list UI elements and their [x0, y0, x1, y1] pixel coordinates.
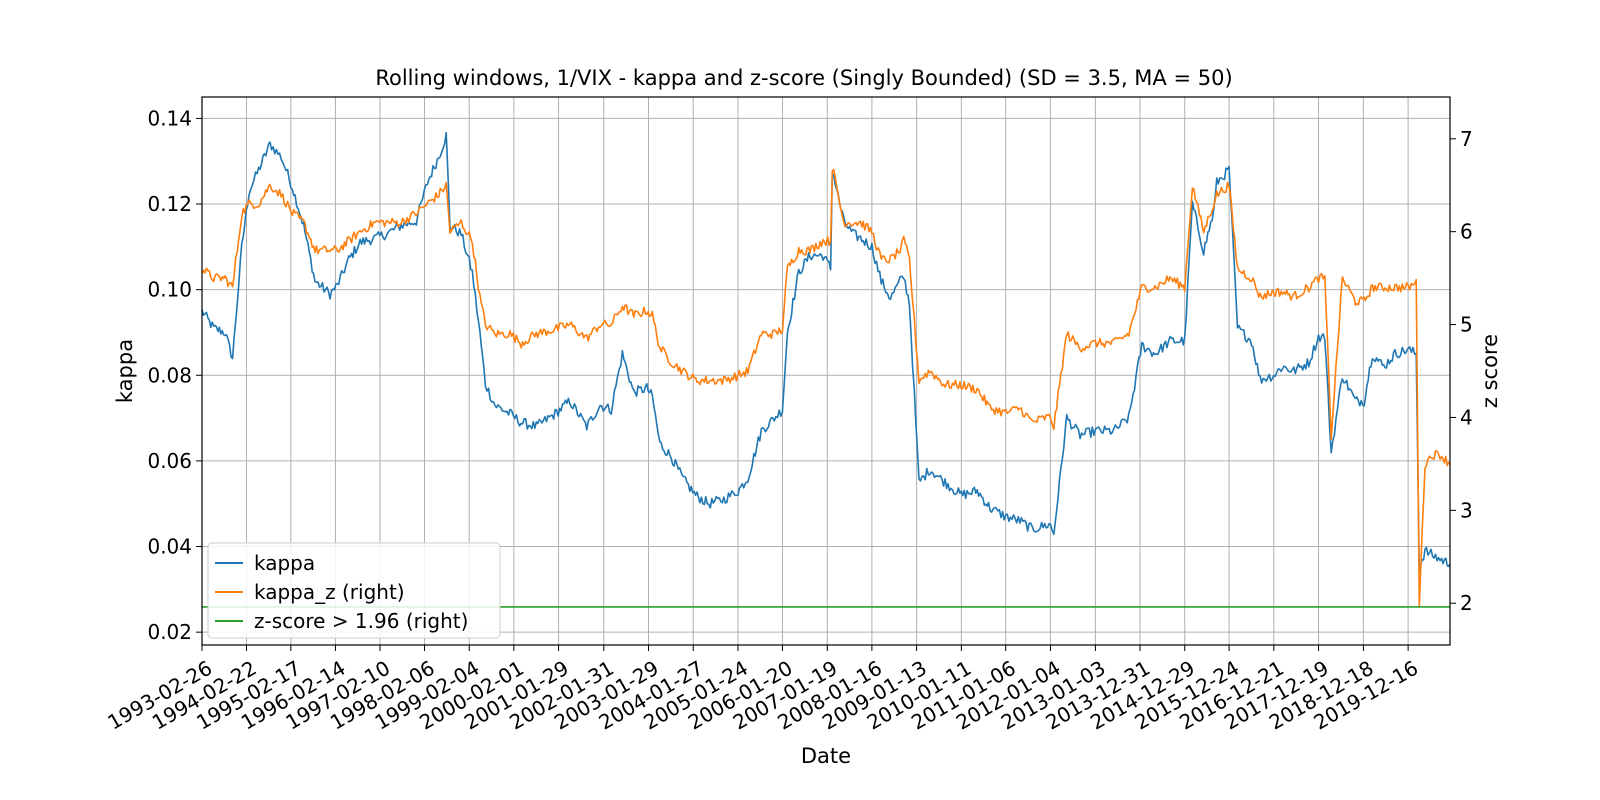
y-axis-left-title: kappa: [113, 339, 137, 403]
y-left-tick-label: 0.02: [147, 620, 192, 644]
y-left-tick-label: 0.10: [147, 278, 192, 302]
y-left-tick-label: 0.12: [147, 192, 192, 216]
y-left-tick-label: 0.14: [147, 106, 192, 130]
y-right-tick-label: 6: [1460, 220, 1473, 244]
y-right-tick-label: 2: [1460, 591, 1473, 615]
y-left-tick-label: 0.04: [147, 535, 192, 559]
y-right-tick-label: 4: [1460, 405, 1473, 429]
y-left-tick-label: 0.06: [147, 449, 192, 473]
legend-label: z-score > 1.96 (right): [254, 609, 468, 633]
legend-label: kappa_z (right): [254, 580, 405, 604]
y-axis-left: 0.02 0.04 0.06 0.08 0.10 0.12 0.14: [147, 106, 202, 644]
chart-title: Rolling windows, 1/VIX - kappa and z-sco…: [375, 66, 1232, 90]
x-axis-title: Date: [801, 744, 851, 768]
y-right-tick-label: 7: [1460, 127, 1473, 151]
legend-label: kappa: [254, 551, 315, 575]
legend: kappa kappa_z (right) z-score > 1.96 (righ…: [207, 542, 501, 639]
y-left-tick-label: 0.08: [147, 363, 192, 387]
x-axis: 1993-02-261994-02-221995-02-171996-02-14…: [103, 645, 1422, 735]
y-right-tick-label: 3: [1460, 498, 1473, 522]
y-right-tick-label: 5: [1460, 313, 1473, 337]
legend-box: [207, 542, 501, 639]
y-axis-right-title: z score: [1478, 334, 1502, 408]
series-line-1: [201, 168, 1451, 608]
series-line-0: [201, 132, 1451, 573]
y-axis-right: 2 3 4 5 6 7: [1450, 127, 1473, 615]
plot-frame: [201, 96, 1451, 646]
